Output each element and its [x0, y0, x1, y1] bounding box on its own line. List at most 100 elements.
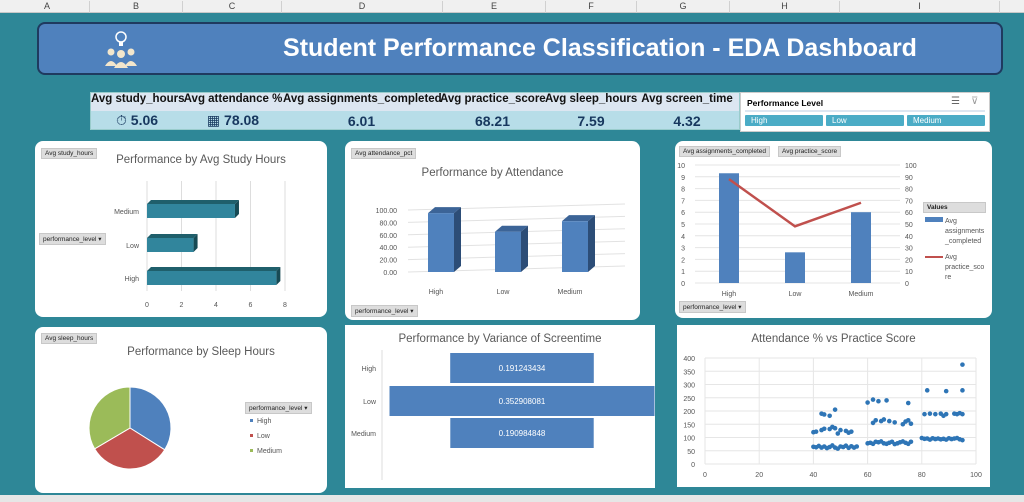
- legend-label-practice: re: [945, 274, 951, 281]
- assignments-practice-chart: Avg assignments_completed Avg practice_s…: [675, 141, 992, 318]
- legend-label-assignments: assignments: [945, 228, 985, 235]
- kpi-value-text: 5.06: [130, 112, 159, 128]
- field-tag-practice[interactable]: Avg practice_score: [778, 146, 842, 157]
- y-tick-label: 60.00: [379, 233, 397, 240]
- scatter-point: [873, 417, 879, 423]
- chart-title: Performance by Sleep Hours: [127, 346, 275, 358]
- kpi-value-text: 7.59: [577, 112, 605, 129]
- slicer-item-high[interactable]: High: [745, 115, 823, 126]
- y-tick-label: 300: [683, 383, 695, 390]
- stopwatch-icon: ⏱: [115, 112, 131, 128]
- scatter-point: [924, 388, 930, 393]
- field-tag[interactable]: Avg sleep_hours: [41, 333, 98, 344]
- legend-label-practice: Avg: [945, 254, 957, 261]
- chart-title: Performance by Attendance: [421, 167, 564, 179]
- column-header-C[interactable]: C: [183, 1, 282, 13]
- scatter-point: [886, 418, 892, 424]
- sleep-hours-chart: Avg sleep_hours Performance by Sleep Hou…: [35, 327, 327, 493]
- bar-top-high: [147, 267, 281, 271]
- column-header-F[interactable]: F: [546, 1, 637, 13]
- chart-title: Attendance % vs Practice Score: [751, 333, 916, 345]
- column-header-D[interactable]: D: [282, 1, 443, 13]
- y2-tick-label: 70: [905, 198, 913, 205]
- bar-side-high: [276, 267, 281, 285]
- legend-label: Medium: [257, 448, 282, 455]
- field-tag[interactable]: Avg attendance_pct: [351, 148, 417, 159]
- y-tick-label: 50: [687, 449, 695, 456]
- y-tick-label: 1: [681, 269, 685, 276]
- bar-side-high: [454, 207, 461, 272]
- x-tick-label: 6: [249, 302, 253, 309]
- y2-tick-label: 60: [905, 210, 913, 217]
- scatter-point: [813, 429, 819, 434]
- y-tick-label: 4: [681, 234, 685, 241]
- category-label: Low: [363, 399, 377, 406]
- scatter-point: [908, 421, 914, 427]
- bar-low: [147, 238, 194, 252]
- practice-score-line: [728, 178, 862, 228]
- bar-medium: [851, 212, 871, 283]
- kpi-label: Avg study_hours: [91, 93, 185, 105]
- slicer-title: Performance Level: [747, 98, 824, 108]
- x-tick-label: 60: [864, 472, 872, 479]
- bar-high: [719, 173, 739, 283]
- bar-high: [428, 213, 454, 272]
- legend-label-practice: practice_sco: [945, 264, 984, 271]
- x-tick-label: 100: [970, 472, 982, 479]
- x-tick-label: 80: [918, 472, 926, 479]
- kpi-value: ▦ 78.08: [183, 112, 283, 129]
- legend-swatch: [250, 419, 253, 422]
- y-tick-label: 0: [691, 462, 695, 469]
- clear-filter-icon[interactable]: ⊽: [971, 96, 979, 107]
- column-header-I[interactable]: I: [840, 1, 1000, 13]
- y-tick-label: 9: [681, 175, 685, 182]
- field-tag[interactable]: Avg study_hours: [41, 148, 98, 159]
- column-header-B[interactable]: B: [90, 1, 183, 13]
- scatter-point: [960, 388, 965, 393]
- y-tick-label: 350: [683, 369, 695, 376]
- y2-tick-label: 20: [905, 257, 913, 264]
- column-header-A[interactable]: A: [5, 1, 90, 13]
- column-header-H[interactable]: H: [730, 1, 840, 13]
- legend-label: Low: [257, 433, 271, 440]
- legend-swatch: [250, 449, 253, 452]
- y-tick-label: 6: [681, 210, 685, 217]
- performance-level-filter[interactable]: performance_level ▾: [351, 305, 418, 317]
- data-label: 0.352908081: [499, 397, 546, 406]
- scatter-point: [892, 420, 897, 425]
- y-tick-label: 250: [683, 396, 695, 403]
- bar-side-medium: [588, 215, 595, 272]
- y2-tick-label: 0: [905, 281, 909, 288]
- chart-title: Performance by Variance of Screentime: [398, 333, 602, 345]
- slicer-item-low[interactable]: Low: [826, 115, 904, 126]
- screentime-variance-chart: Performance by Variance of Screentime 0.…: [345, 325, 655, 488]
- category-label: Medium: [849, 291, 874, 298]
- column-header-E[interactable]: E: [443, 1, 546, 13]
- data-label: 0.190984848: [499, 429, 546, 438]
- slicer-item-medium[interactable]: Medium: [907, 115, 985, 126]
- y-tick-label: 40.00: [379, 245, 397, 252]
- y2-tick-label: 90: [905, 175, 913, 182]
- chart-title: Performance by Avg Study Hours: [116, 154, 286, 166]
- kpi-label: Avg practice_score: [440, 93, 546, 105]
- scatter-point: [960, 411, 965, 417]
- study-hours-chart: Avg study_hours Performance by Avg Study…: [35, 141, 327, 317]
- sheet-tabs-bar[interactable]: [0, 495, 1024, 502]
- y-tick-label: 100: [683, 436, 695, 443]
- kpi-value: 4.32: [637, 113, 737, 129]
- performance-level-slicer[interactable]: Performance Level ☰ ⊽ High Low Medium: [740, 92, 990, 132]
- scatter-point: [908, 439, 914, 445]
- bar-medium: [562, 221, 588, 272]
- performance-level-filter[interactable]: performance_level ▾: [39, 233, 106, 245]
- scatter-point: [876, 398, 881, 404]
- dashboard-title: Student Performance Classification - EDA…: [283, 34, 917, 62]
- x-tick-label: 8: [283, 302, 287, 309]
- performance-level-filter[interactable]: performance_level ▾: [679, 301, 746, 313]
- kpi-value-text: 4.32: [673, 112, 701, 129]
- multi-select-icon[interactable]: ☰: [951, 96, 960, 107]
- performance-level-filter[interactable]: performance_level ▾: [245, 402, 312, 414]
- field-tag-assignments[interactable]: Avg assignments_completed: [679, 146, 770, 157]
- column-header-G[interactable]: G: [637, 1, 730, 13]
- x-tick-label: 0: [703, 472, 707, 479]
- calendar-icon: ▦: [206, 112, 225, 128]
